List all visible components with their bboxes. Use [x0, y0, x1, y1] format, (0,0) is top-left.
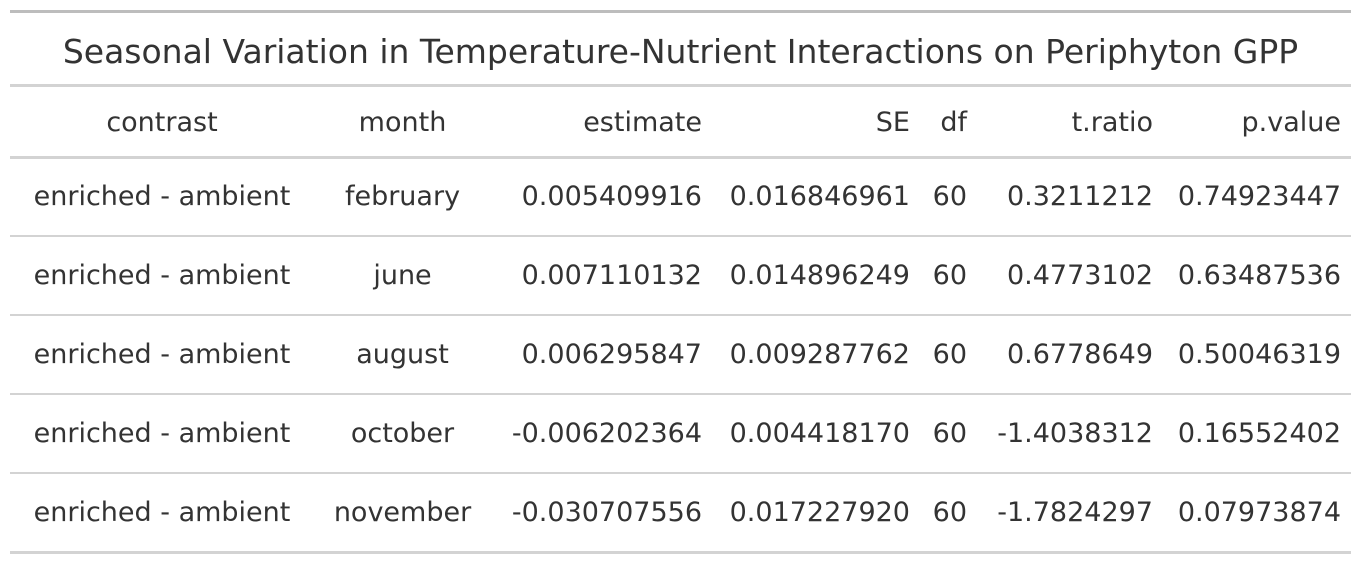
- cell-estimate: 0.005409916: [491, 157, 702, 237]
- header-tratio: t.ratio: [967, 87, 1153, 159]
- cell-se: 0.016846961: [702, 157, 910, 237]
- cell-estimate: -0.006202364: [491, 394, 702, 474]
- cell-pvalue: 0.63487536: [1153, 236, 1351, 316]
- cell-month: october: [314, 394, 491, 474]
- table-row: enriched - ambient november -0.030707556…: [10, 473, 1351, 554]
- cell-estimate: 0.007110132: [491, 236, 702, 316]
- table-row: enriched - ambient august 0.006295847 0.…: [10, 315, 1351, 395]
- cell-tratio: -1.4038312: [967, 394, 1153, 474]
- cell-estimate: 0.006295847: [491, 315, 702, 395]
- cell-se: 0.004418170: [702, 394, 910, 474]
- cell-se: 0.017227920: [702, 473, 910, 554]
- cell-contrast: enriched - ambient: [10, 394, 314, 474]
- cell-contrast: enriched - ambient: [10, 236, 314, 316]
- table-row: enriched - ambient october -0.006202364 …: [10, 394, 1351, 474]
- header-contrast: contrast: [10, 87, 314, 159]
- cell-month: june: [314, 236, 491, 316]
- cell-pvalue: 0.16552402: [1153, 394, 1351, 474]
- table-row: enriched - ambient june 0.007110132 0.01…: [10, 236, 1351, 316]
- cell-se: 0.014896249: [702, 236, 910, 316]
- cell-month: november: [314, 473, 491, 554]
- cell-tratio: 0.4773102: [967, 236, 1153, 316]
- cell-tratio: 0.6778649: [967, 315, 1153, 395]
- cell-estimate: -0.030707556: [491, 473, 702, 554]
- cell-df: 60: [910, 236, 967, 316]
- header-df: df: [910, 87, 967, 159]
- cell-month: august: [314, 315, 491, 395]
- header-estimate: estimate: [491, 87, 702, 159]
- cell-pvalue: 0.07973874: [1153, 473, 1351, 554]
- cell-contrast: enriched - ambient: [10, 157, 314, 237]
- results-table-container: Seasonal Variation in Temperature-Nutrie…: [10, 10, 1351, 554]
- cell-contrast: enriched - ambient: [10, 315, 314, 395]
- cell-df: 60: [910, 394, 967, 474]
- cell-se: 0.009287762: [702, 315, 910, 395]
- table-row: enriched - ambient february 0.005409916 …: [10, 157, 1351, 237]
- cell-pvalue: 0.50046319: [1153, 315, 1351, 395]
- cell-pvalue: 0.74923447: [1153, 157, 1351, 237]
- header-month: month: [314, 87, 491, 159]
- cell-df: 60: [910, 473, 967, 554]
- table-title: Seasonal Variation in Temperature-Nutrie…: [10, 13, 1351, 87]
- results-table: contrast month estimate SE df t.ratio p.…: [10, 87, 1351, 554]
- cell-tratio: 0.3211212: [967, 157, 1153, 237]
- cell-month: february: [314, 157, 491, 237]
- header-se: SE: [702, 87, 910, 159]
- cell-tratio: -1.7824297: [967, 473, 1153, 554]
- top-rule: [10, 10, 1351, 13]
- cell-df: 60: [910, 157, 967, 237]
- cell-contrast: enriched - ambient: [10, 473, 314, 554]
- header-row: contrast month estimate SE df t.ratio p.…: [10, 87, 1351, 159]
- cell-df: 60: [910, 315, 967, 395]
- header-pvalue: p.value: [1153, 87, 1351, 159]
